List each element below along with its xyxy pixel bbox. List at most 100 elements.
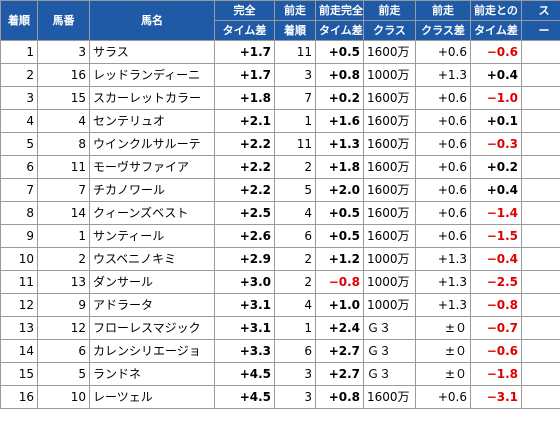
cell-diff: −0.7 — [470, 316, 522, 340]
cell-gap: +2.9 — [214, 247, 275, 271]
cell-class-gap: +0.6 — [415, 40, 471, 64]
cell-prev-gap: +0.8 — [315, 63, 364, 87]
cell-prev-rank: 6 — [274, 224, 316, 248]
cell-rank: 5 — [0, 132, 38, 156]
cell-horse-no: 16 — [37, 63, 90, 87]
table-row: 10 2 ウスベニノキミ +2.9 2 +1.2 1000万 +1.3 −0.4 — [0, 247, 560, 271]
cell-prev-gap: +1.6 — [315, 109, 364, 133]
cell-gap: +1.7 — [214, 40, 275, 64]
cell-horse-name: カレンシリエージョ — [89, 339, 215, 363]
cell-diff: −0.4 — [470, 247, 522, 271]
header-extra-l2: ー — [521, 20, 560, 41]
cell-diff: −3.1 — [470, 385, 522, 409]
cell-prev-class: 1600万 — [363, 132, 416, 156]
cell-horse-no: 11 — [37, 155, 90, 179]
cell-rank: 7 — [0, 178, 38, 202]
cell-prev-class: 1600万 — [363, 155, 416, 179]
cell-class-gap: +0.6 — [415, 86, 471, 110]
cell-prev-rank: 3 — [274, 385, 316, 409]
table-row: 4 4 センテリュオ +2.1 1 +1.6 1600万 +0.6 +0.1 — [0, 109, 560, 133]
cell-prev-class: 1000万 — [363, 270, 416, 294]
cell-extra — [521, 224, 560, 248]
cell-class-gap: +1.3 — [415, 270, 471, 294]
cell-rank: 4 — [0, 109, 38, 133]
table-row: 7 7 チカノワール +2.2 5 +2.0 1600万 +0.6 +0.4 — [0, 178, 560, 202]
cell-horse-no: 4 — [37, 109, 90, 133]
cell-prev-gap: +0.8 — [315, 385, 364, 409]
cell-gap: +3.1 — [214, 316, 275, 340]
cell-rank: 3 — [0, 86, 38, 110]
cell-prev-class: 1600万 — [363, 385, 416, 409]
cell-horse-name: サラス — [89, 40, 215, 64]
cell-horse-no: 9 — [37, 293, 90, 317]
cell-diff: −2.5 — [470, 270, 522, 294]
cell-extra — [521, 362, 560, 386]
cell-prev-gap: +0.5 — [315, 224, 364, 248]
cell-horse-no: 15 — [37, 86, 90, 110]
cell-class-gap: +0.6 — [415, 385, 471, 409]
cell-prev-gap: +1.2 — [315, 247, 364, 271]
cell-class-gap: +0.6 — [415, 224, 471, 248]
cell-horse-no: 3 — [37, 40, 90, 64]
cell-prev-gap: +2.0 — [315, 178, 364, 202]
cell-horse-no: 12 — [37, 316, 90, 340]
table-row: 13 12 フローレスマジック +3.1 1 +2.4 Ｇ３ ±０ −0.7 — [0, 316, 560, 340]
cell-gap: +2.2 — [214, 178, 275, 202]
header-prev-class-l1: 前走 — [363, 0, 416, 21]
cell-prev-class: 1000万 — [363, 63, 416, 87]
cell-prev-class: 1600万 — [363, 109, 416, 133]
cell-horse-name: チカノワール — [89, 178, 215, 202]
cell-class-gap: +0.6 — [415, 155, 471, 179]
cell-prev-class: Ｇ３ — [363, 362, 416, 386]
cell-diff: −0.8 — [470, 293, 522, 317]
cell-prev-gap: −0.8 — [315, 270, 364, 294]
cell-prev-rank: 2 — [274, 155, 316, 179]
cell-horse-name: アドラータ — [89, 293, 215, 317]
cell-diff: −0.3 — [470, 132, 522, 156]
header-prev-class-gap-l2: クラス差 — [415, 20, 471, 41]
cell-prev-rank: 4 — [274, 201, 316, 225]
cell-prev-gap: +0.5 — [315, 201, 364, 225]
cell-prev-rank: 1 — [274, 316, 316, 340]
cell-prev-class: 1000万 — [363, 293, 416, 317]
cell-diff: +0.2 — [470, 155, 522, 179]
header-gap-l2: タイム差 — [214, 20, 275, 41]
header-prev-rank-l1: 前走 — [274, 0, 316, 21]
cell-class-gap: ±０ — [415, 316, 471, 340]
cell-horse-name: ダンサール — [89, 270, 215, 294]
cell-prev-rank: 1 — [274, 109, 316, 133]
results-table: 着順 馬番 馬名 完全 前走 前走完全 前走 前走 前走との ス タイム差 着順… — [0, 0, 560, 409]
cell-rank: 6 — [0, 155, 38, 179]
cell-gap: +3.3 — [214, 339, 275, 363]
cell-extra — [521, 201, 560, 225]
cell-gap: +1.7 — [214, 63, 275, 87]
cell-diff: −1.5 — [470, 224, 522, 248]
table-row: 16 10 レーツェル +4.5 3 +0.8 1600万 +0.6 −3.1 — [0, 385, 560, 409]
cell-prev-gap: +0.2 — [315, 86, 364, 110]
cell-prev-rank: 6 — [274, 339, 316, 363]
cell-gap: +2.2 — [214, 155, 275, 179]
header-prev-class-gap-l1: 前走 — [415, 0, 471, 21]
cell-gap: +3.0 — [214, 270, 275, 294]
cell-rank: 2 — [0, 63, 38, 87]
cell-diff: −0.6 — [470, 40, 522, 64]
cell-gap: +4.5 — [214, 362, 275, 386]
cell-horse-no: 14 — [37, 201, 90, 225]
cell-diff: −1.8 — [470, 362, 522, 386]
cell-class-gap: +0.6 — [415, 178, 471, 202]
header-horse-name: 馬名 — [89, 0, 215, 41]
table-row: 8 14 クィーンズベスト +2.5 4 +0.5 1600万 +0.6 −1.4 — [0, 201, 560, 225]
cell-prev-class: 1000万 — [363, 247, 416, 271]
header-rank: 着順 — [0, 0, 38, 41]
cell-extra — [521, 339, 560, 363]
cell-class-gap: ±０ — [415, 362, 471, 386]
cell-horse-name: サンティール — [89, 224, 215, 248]
cell-rank: 16 — [0, 385, 38, 409]
cell-prev-gap: +2.7 — [315, 362, 364, 386]
cell-gap: +1.8 — [214, 86, 275, 110]
cell-class-gap: +1.3 — [415, 247, 471, 271]
cell-rank: 8 — [0, 201, 38, 225]
cell-diff: +0.1 — [470, 109, 522, 133]
cell-gap: +2.1 — [214, 109, 275, 133]
cell-horse-no: 7 — [37, 178, 90, 202]
